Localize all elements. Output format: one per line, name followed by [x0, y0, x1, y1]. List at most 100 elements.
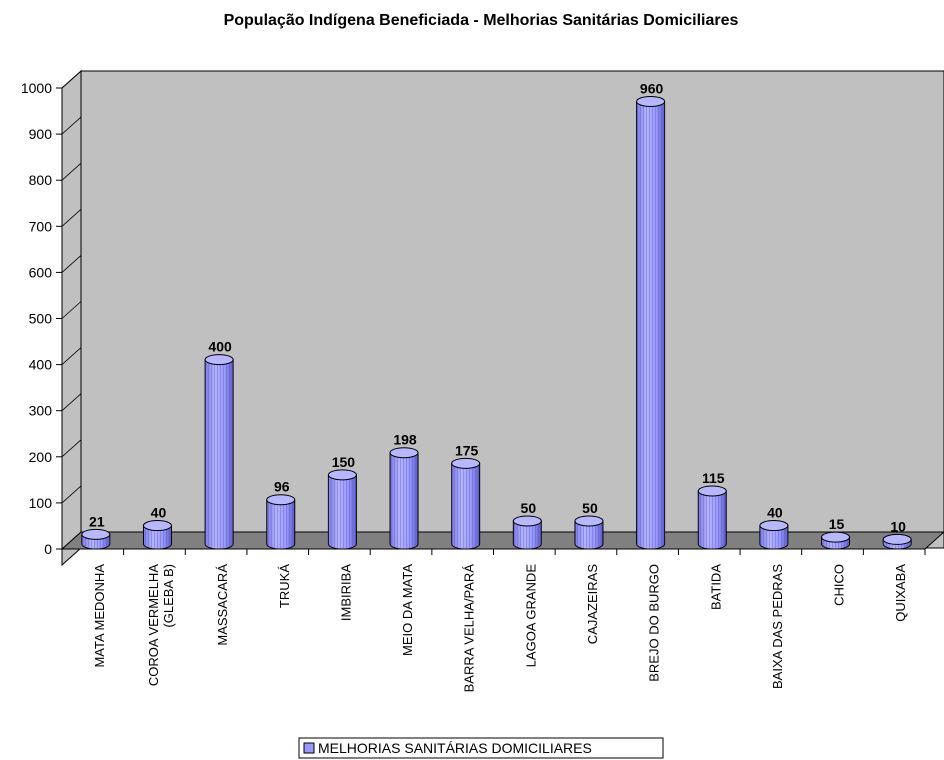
gridline — [61, 70, 82, 89]
bar — [574, 515, 604, 550]
data-label: 50 — [582, 500, 598, 516]
data-label: 198 — [393, 432, 417, 448]
bar-texture — [574, 520, 603, 549]
data-label: 150 — [332, 454, 356, 470]
y-axis-ticks: 0 100 200 300 400 500 600 700 800 900 1000 — [21, 80, 62, 557]
x-tick-label: MASSACARÁ — [215, 564, 230, 646]
data-label: 21 — [89, 513, 105, 529]
x-tick-label-line: MASSACARÁ — [215, 564, 230, 646]
x-tick-label: BREJO DO BURGO — [647, 564, 662, 682]
bar — [266, 494, 296, 550]
bar-top — [266, 494, 296, 506]
bar-top — [512, 515, 542, 527]
bar — [142, 520, 172, 550]
x-tick-label-line: BARRA VELHA/PARÁ — [462, 564, 477, 693]
x-tick-label-line: MEIO DA MATA — [400, 564, 415, 656]
x-tick-label-line: QUIXABA — [893, 564, 908, 622]
x-tick-label-line: (GLEBA B) — [161, 564, 176, 628]
gridline — [61, 393, 82, 411]
bar-top — [636, 95, 666, 107]
bar-texture — [513, 520, 542, 549]
gridline — [61, 485, 82, 504]
y-tick-label: 800 — [29, 172, 53, 188]
x-tick-label: BAIXA DAS PEDRAS — [770, 564, 785, 689]
gridline — [61, 301, 82, 319]
x-tick-label: BATIDA — [708, 564, 723, 610]
bar-top — [142, 520, 172, 532]
data-label: 96 — [274, 479, 290, 495]
bar — [512, 515, 542, 550]
gridline — [61, 162, 82, 181]
bar — [821, 531, 851, 550]
bar — [697, 485, 727, 550]
y-tick-label: 200 — [29, 449, 53, 465]
bar-texture — [266, 499, 295, 549]
bar — [389, 447, 419, 550]
gridline — [61, 116, 82, 135]
y-tick-label: 1000 — [21, 80, 52, 96]
bar-texture — [328, 474, 357, 549]
data-label: 10 — [890, 518, 906, 534]
data-label: 40 — [767, 505, 783, 521]
gridline — [61, 531, 82, 550]
x-tick-label: MATA MEDONHA — [92, 564, 107, 668]
bar — [327, 469, 357, 550]
bar-texture — [759, 525, 788, 549]
x-tick-label-line: MATA MEDONHA — [92, 564, 107, 668]
y-tick-label: 700 — [29, 218, 53, 234]
floor — [60, 531, 944, 550]
plot-area: 0 100 200 300 400 500 600 700 800 900 1000 MATA ME… — [21, 69, 944, 693]
y-tick-label: 900 — [29, 126, 53, 142]
bar-texture — [205, 359, 234, 549]
y-tick-label: 400 — [29, 357, 53, 373]
data-label: 400 — [208, 339, 232, 355]
y-tick-label: 0 — [44, 541, 52, 557]
y-tick-label: 100 — [29, 495, 53, 511]
bar-texture — [143, 525, 172, 549]
bar-top — [81, 528, 111, 540]
gridline — [61, 439, 82, 458]
x-tick-label: LAGOA GRANDE — [523, 564, 538, 668]
x-tick-label-line: BREJO DO BURGO — [647, 564, 662, 682]
data-label: 15 — [829, 516, 845, 532]
data-label: 40 — [151, 505, 167, 521]
x-tick-label-line: CAJAZEIRAS — [585, 564, 600, 645]
bar-top — [697, 485, 727, 497]
bar-top — [451, 457, 481, 469]
x-tick-label-line: TRUKÁ — [277, 564, 292, 608]
legend-swatch — [303, 742, 315, 754]
bar — [759, 520, 789, 550]
x-tick-label-line: LAGOA GRANDE — [523, 564, 538, 668]
legend-box — [298, 737, 664, 759]
bar-texture — [636, 101, 665, 549]
x-tick-label-line: COROA VERMELHA — [146, 564, 161, 686]
gridline — [61, 209, 82, 227]
bar-top — [389, 447, 419, 459]
data-label: 175 — [455, 442, 479, 458]
bar — [451, 457, 481, 550]
x-tick-label-line: BATIDA — [708, 564, 723, 610]
x-tick-label: BARRA VELHA/PARÁ — [462, 564, 477, 693]
side-wall — [61, 69, 82, 567]
bar — [81, 528, 111, 550]
x-tick-label: CAJAZEIRAS — [585, 564, 600, 645]
x-tick-label: TRUKÁ — [277, 564, 292, 608]
gridline — [61, 347, 82, 365]
bar-top — [327, 469, 357, 481]
x-tick-label-line: IMBIRIBA — [338, 564, 353, 621]
bar-top — [882, 533, 912, 545]
bar-top — [574, 515, 604, 527]
x-tick-label: CHICO — [832, 564, 847, 606]
bar-texture — [698, 490, 727, 549]
x-tick-label-line: BAIXA DAS PEDRAS — [770, 564, 785, 689]
bar-top — [821, 531, 851, 543]
chart-title: População Indígena Beneficiada - Melhori… — [224, 12, 739, 29]
data-label: 50 — [521, 500, 537, 516]
bar — [882, 533, 912, 550]
bar-texture — [451, 463, 480, 549]
bar — [204, 354, 234, 550]
legend-label: MELHORIAS SANITÁRIAS DOMICILIARES — [318, 740, 592, 756]
gridline — [61, 255, 82, 273]
x-tick-label: IMBIRIBA — [338, 564, 353, 621]
